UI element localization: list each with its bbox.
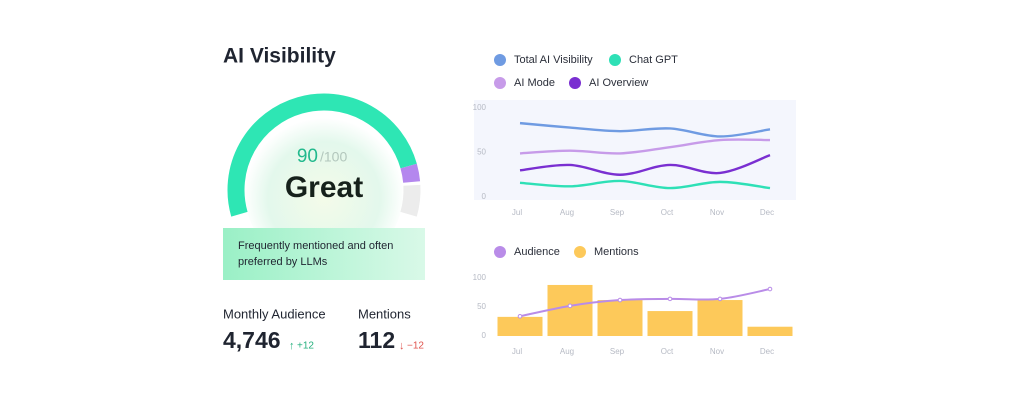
line-point bbox=[517, 313, 523, 319]
line bbox=[519, 138, 771, 155]
stat-delta: +12 bbox=[297, 341, 314, 352]
x-tick-label: Jul bbox=[512, 347, 522, 356]
x-tick-label: Aug bbox=[560, 347, 574, 356]
legend-swatch bbox=[494, 246, 506, 258]
x-tick-label: Oct bbox=[661, 347, 674, 356]
line bbox=[519, 179, 771, 190]
y-tick-label: 0 bbox=[482, 331, 487, 340]
stat-value: 112 bbox=[358, 327, 395, 353]
title: AI Visibility bbox=[223, 45, 336, 68]
line bbox=[519, 121, 771, 138]
legend-label: Total AI Visibility bbox=[514, 54, 593, 66]
gauge-arc bbox=[227, 93, 417, 217]
gauge-track bbox=[400, 184, 421, 217]
note-box bbox=[223, 228, 425, 280]
gauge-value: 90 bbox=[297, 146, 318, 167]
y-tick-label: 50 bbox=[477, 302, 486, 311]
line bbox=[519, 288, 771, 318]
x-tick-label: Nov bbox=[710, 347, 724, 356]
y-tick-label: 100 bbox=[473, 273, 487, 282]
bar bbox=[547, 284, 593, 336]
x-tick-label: Sep bbox=[610, 347, 625, 356]
line-point bbox=[767, 286, 773, 292]
legend-label: AI Overview bbox=[589, 77, 648, 89]
x-tick-label: Oct bbox=[661, 208, 674, 217]
y-tick-label: 100 bbox=[473, 103, 487, 112]
stat-label: Mentions bbox=[358, 306, 411, 321]
x-tick-label: Jul bbox=[512, 208, 522, 217]
x-tick-label: Aug bbox=[560, 208, 574, 217]
line bbox=[519, 154, 771, 176]
legend-label: Audience bbox=[514, 246, 560, 258]
stat-label: Monthly Audience bbox=[223, 306, 326, 321]
x-tick-label: Dec bbox=[760, 208, 774, 217]
legend-label: Chat GPT bbox=[629, 54, 678, 66]
gauge-max: /100 bbox=[320, 149, 347, 165]
legend-swatch bbox=[494, 54, 506, 66]
legend-swatch bbox=[609, 54, 621, 66]
x-tick-label: Sep bbox=[610, 208, 625, 217]
bar bbox=[497, 316, 543, 336]
line-point bbox=[617, 297, 623, 303]
x-tick-label: Nov bbox=[710, 208, 724, 217]
legend-swatch bbox=[494, 77, 506, 89]
stat-value: 4,746 bbox=[223, 327, 281, 353]
stat-delta-arrow: ↓ bbox=[399, 340, 405, 352]
gauge-marker bbox=[400, 163, 421, 183]
legend-swatch bbox=[574, 246, 586, 258]
x-tick-label: Dec bbox=[760, 347, 774, 356]
legend-label: AI Mode bbox=[514, 77, 555, 89]
legend-swatch bbox=[569, 77, 581, 89]
bar bbox=[747, 326, 793, 336]
gauge bbox=[227, 93, 421, 217]
bar bbox=[597, 300, 643, 336]
note-line: Frequently mentioned and often preferred … bbox=[238, 240, 393, 268]
legend-label: Mentions bbox=[594, 246, 639, 258]
stat-delta-arrow: ↑ bbox=[289, 340, 295, 352]
line-point bbox=[667, 296, 673, 302]
y-tick-label: 50 bbox=[477, 148, 486, 157]
bar bbox=[697, 300, 743, 336]
stat-delta: −12 bbox=[407, 341, 424, 352]
line-point bbox=[567, 303, 573, 309]
gauge-rating: Great bbox=[285, 171, 363, 204]
line-point bbox=[717, 296, 723, 302]
bar bbox=[647, 311, 693, 336]
y-tick-label: 0 bbox=[482, 192, 487, 201]
